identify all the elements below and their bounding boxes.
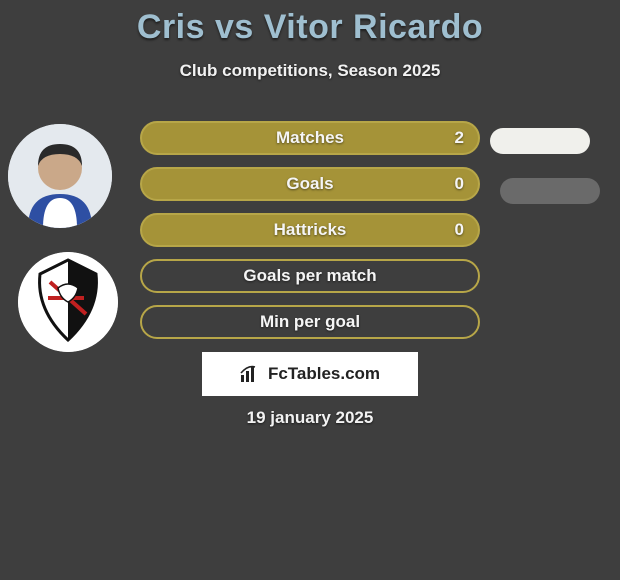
branding-badge: FcTables.com (202, 352, 418, 396)
player2-crest (18, 252, 118, 352)
stat-label: Goals (286, 174, 333, 194)
stat-row-matches: Matches 2 (140, 121, 480, 155)
page-title: Cris vs Vitor Ricardo (0, 0, 620, 47)
stats-panel: Matches 2 Goals 0 Hattricks 0 Goals per … (140, 121, 480, 351)
chart-bars-icon (240, 365, 262, 383)
person-silhouette-icon (8, 124, 112, 228)
comparison-infographic: Cris vs Vitor Ricardo Club competitions,… (0, 0, 620, 580)
page-subtitle: Club competitions, Season 2025 (0, 61, 620, 81)
branding-text: FcTables.com (268, 364, 380, 384)
opponent-pill-matches (490, 128, 590, 154)
stat-row-goals-per-match: Goals per match (140, 259, 480, 293)
stat-value: 0 (455, 220, 464, 240)
stat-row-min-per-goal: Min per goal (140, 305, 480, 339)
club-crest-icon (18, 252, 118, 352)
stat-label: Hattricks (274, 220, 347, 240)
stat-row-hattricks: Hattricks 0 (140, 213, 480, 247)
player1-avatar (8, 124, 112, 228)
stat-label: Matches (276, 128, 344, 148)
stat-row-goals: Goals 0 (140, 167, 480, 201)
stat-value: 0 (455, 174, 464, 194)
date-label: 19 january 2025 (0, 408, 620, 428)
stat-label: Min per goal (260, 312, 360, 332)
opponent-pill-goals (500, 178, 600, 204)
stat-value: 2 (455, 128, 464, 148)
stat-label: Goals per match (243, 266, 376, 286)
